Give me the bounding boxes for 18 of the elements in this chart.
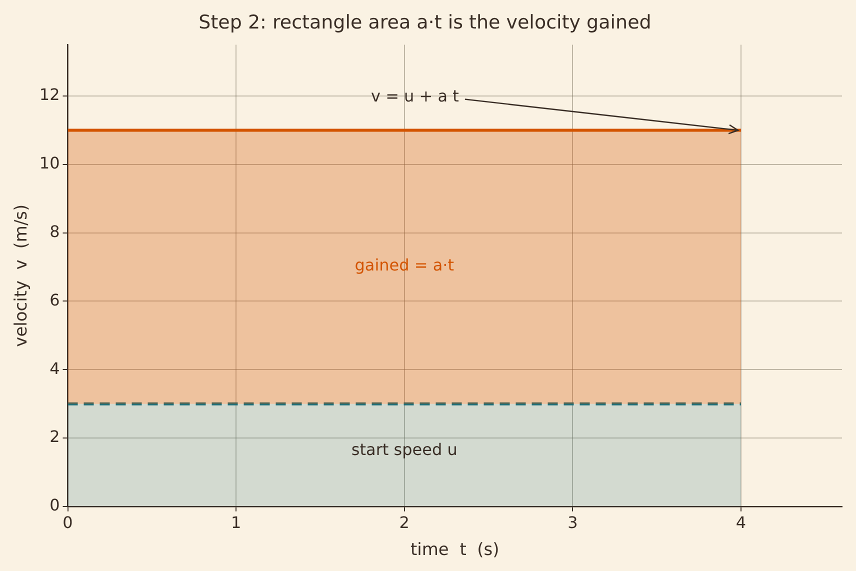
- y-tick-label: 6: [50, 290, 60, 310]
- y-tick-label: 4: [50, 358, 60, 378]
- y-tick-label: 0: [50, 496, 60, 515]
- x-tick-label: 1: [230, 513, 242, 532]
- chart-title: Step 2: rectangle area a·t is the velocity gained: [198, 11, 652, 34]
- x-tick-label: 0: [62, 513, 73, 532]
- x-tick-label: 4: [736, 513, 746, 532]
- x-tick-label: 3: [568, 513, 578, 532]
- x-tick-label: 2: [399, 513, 410, 532]
- annotation: start speed u: [351, 440, 458, 460]
- annotation: v = u + a t: [371, 86, 459, 106]
- y-tick-label: 12: [39, 85, 60, 104]
- y-tick-label: 8: [50, 222, 60, 242]
- y-axis-title: velocity v (m/s): [12, 204, 32, 347]
- annotation: gained = a·t: [354, 256, 454, 275]
- x-axis-title: time t (s): [410, 540, 500, 560]
- y-tick-label: 2: [50, 427, 60, 446]
- y-tick-label: 10: [39, 154, 60, 173]
